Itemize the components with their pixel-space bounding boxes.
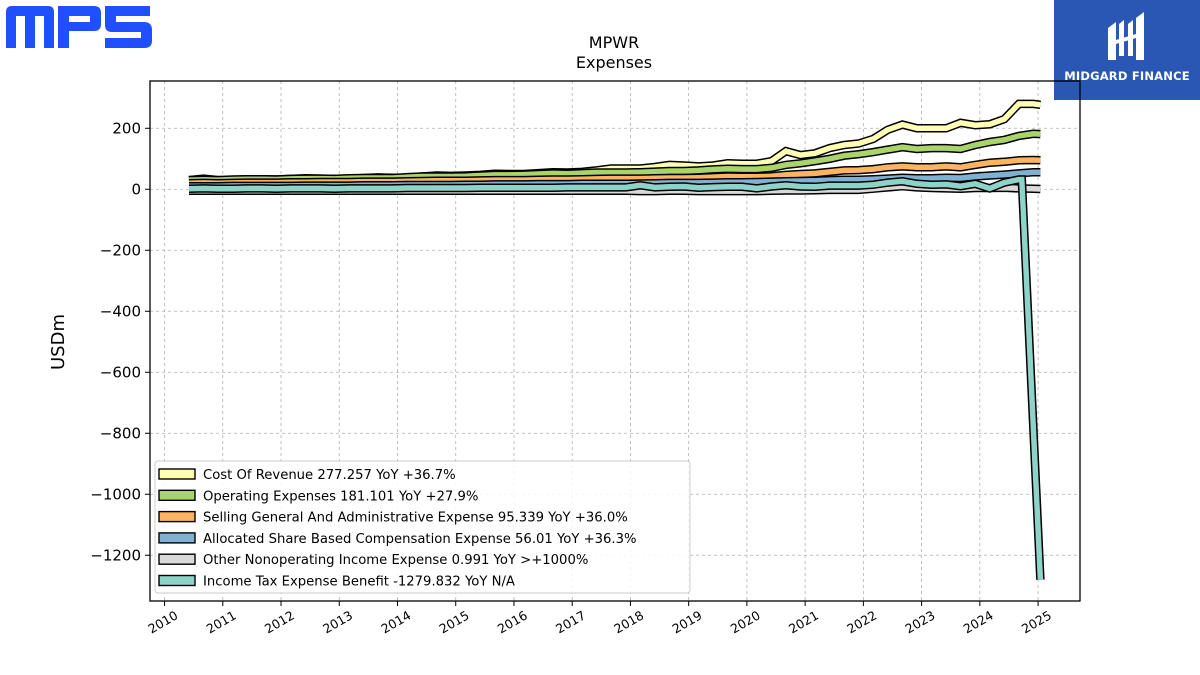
legend: Cost Of Revenue 277.257 YoY +36.7% Operat… xyxy=(154,460,691,594)
series-line-operating-expenses xyxy=(188,131,1041,183)
y-axis-label: USDm xyxy=(48,314,69,370)
right-logo-text: MIDGARD FINANCE xyxy=(1064,69,1190,83)
x-tick-label: 2022 xyxy=(844,608,879,637)
y-tick-label: −800 xyxy=(100,424,141,442)
legend-label: Cost Of Revenue 277.257 YoY +36.7% xyxy=(203,468,456,483)
x-tick-label: 2018 xyxy=(611,608,646,637)
legend-swatch xyxy=(158,553,196,565)
series-line-income-tax-expense-benefit xyxy=(188,176,1044,580)
x-tick-label: 2015 xyxy=(437,608,472,637)
y-tick-label: −1000 xyxy=(90,485,141,503)
x-tick-label: 2024 xyxy=(961,608,996,637)
legend-swatch xyxy=(158,489,196,501)
legend-swatch xyxy=(158,510,196,523)
x-tick-label: 2011 xyxy=(204,608,239,637)
x-tick-label: 2023 xyxy=(902,608,937,637)
midgard-finance-logo: MIDGARD FINANCE xyxy=(1054,0,1200,100)
legend-label: Operating Expenses 181.101 YoY +27.9% xyxy=(203,489,478,504)
legend-swatch xyxy=(158,574,196,587)
y-tick-label: −400 xyxy=(100,302,141,320)
x-tick-label: 2014 xyxy=(378,608,413,637)
x-tick-label: 2020 xyxy=(728,608,763,637)
series-lines xyxy=(188,99,1045,580)
x-tick-label: 2016 xyxy=(495,608,530,637)
y-tick-label: −1200 xyxy=(90,546,141,564)
x-tick-label: 2017 xyxy=(553,608,588,637)
chart-subtitle: Expenses xyxy=(576,53,652,72)
x-tick-label: 2021 xyxy=(786,608,821,637)
y-tick-label: −600 xyxy=(100,363,141,381)
x-tick-label: 2019 xyxy=(670,608,705,637)
plot-frame xyxy=(149,80,1081,602)
y-tick-label: 0 xyxy=(131,180,141,198)
legend-label: Income Tax Expense Benefit -1279.832 YoY… xyxy=(203,575,515,590)
y-tick-label: −200 xyxy=(100,241,141,259)
x-tick-label: 2012 xyxy=(262,608,297,637)
legend-swatch xyxy=(158,468,196,480)
legend-label: Allocated Share Based Compensation Expen… xyxy=(203,532,637,547)
x-tick-label: 2013 xyxy=(320,608,355,637)
mps-logo xyxy=(4,4,154,54)
legend-label: Other Nonoperating Income Expense 0.991 … xyxy=(203,553,588,568)
x-tick-label: 2025 xyxy=(1019,608,1054,637)
y-tick-label: 200 xyxy=(112,119,141,137)
x-ticks: 2010 2011 2012 2013 2014 2015 2016 2017 2018 2019… xyxy=(145,601,1054,636)
x-tick-label: 2010 xyxy=(145,608,180,637)
y-ticks: 200 0 −200 −400 −600 −800 −1000 −1200 xyxy=(90,119,150,564)
legend-swatch xyxy=(158,532,196,544)
chart-title: MPWR xyxy=(589,33,639,52)
legend-label: Selling General And Administrative Expen… xyxy=(203,511,628,526)
legend-box xyxy=(154,460,691,594)
